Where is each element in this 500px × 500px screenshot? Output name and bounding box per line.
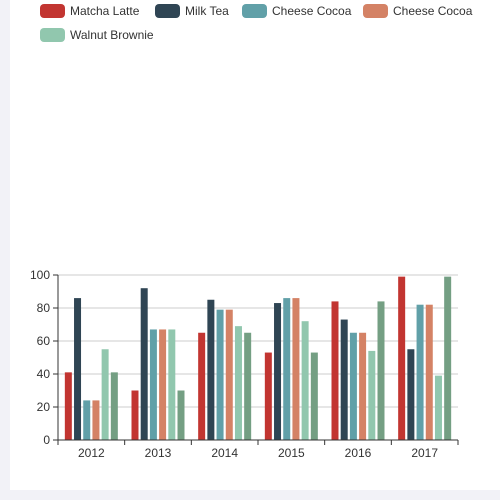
bar[interactable] xyxy=(101,349,109,440)
x-tick-label: 2015 xyxy=(278,446,305,460)
legend-item[interactable]: Cheese Cocoa xyxy=(242,4,352,18)
y-tick-label: 40 xyxy=(37,367,51,381)
legend-item[interactable]: Milk Tea xyxy=(155,4,229,18)
legend-item[interactable]: Matcha Latte xyxy=(40,4,140,18)
x-tick-label: 2016 xyxy=(345,446,372,460)
x-tick-label: 2012 xyxy=(78,446,105,460)
bar[interactable] xyxy=(234,326,242,440)
y-tick-label: 60 xyxy=(37,334,51,348)
bar[interactable] xyxy=(92,400,100,440)
bar[interactable] xyxy=(283,298,291,440)
bar[interactable] xyxy=(398,276,406,440)
bar[interactable] xyxy=(264,352,272,440)
x-tick-label: 2013 xyxy=(145,446,172,460)
bar[interactable] xyxy=(110,372,118,440)
legend-swatch xyxy=(40,28,65,42)
bar[interactable] xyxy=(83,400,91,440)
bar[interactable] xyxy=(444,276,452,440)
chart-bars xyxy=(64,276,452,441)
bar[interactable] xyxy=(310,352,318,440)
legend-label: Cheese Cocoa xyxy=(272,4,352,18)
bar[interactable] xyxy=(140,288,148,440)
bar[interactable] xyxy=(168,329,176,440)
bar[interactable] xyxy=(131,390,139,441)
bar[interactable] xyxy=(74,298,82,440)
legend-label: Cheese Cocoa xyxy=(393,4,473,18)
bar[interactable] xyxy=(368,350,376,440)
bar[interactable] xyxy=(159,329,167,440)
legend-label: Walnut Brownie xyxy=(70,28,154,42)
bar[interactable] xyxy=(64,372,72,440)
bar[interactable] xyxy=(149,329,157,440)
bar[interactable] xyxy=(301,321,309,440)
bar[interactable] xyxy=(244,332,252,440)
bar[interactable] xyxy=(207,299,215,440)
chart-legend: Matcha Latte Milk Tea Cheese Cocoa Cheese C… xyxy=(40,4,473,42)
bar[interactable] xyxy=(425,304,433,440)
y-tick-label: 100 xyxy=(30,268,50,282)
chart-gridlines xyxy=(58,274,458,408)
y-tick-label: 80 xyxy=(37,301,51,315)
bar[interactable] xyxy=(274,303,282,440)
bottom-panel-strip xyxy=(0,490,500,500)
bar[interactable] xyxy=(407,349,415,440)
bar[interactable] xyxy=(434,375,442,440)
legend-swatch xyxy=(363,4,388,18)
legend-swatch xyxy=(242,4,267,18)
bar[interactable] xyxy=(331,301,339,440)
chart-axes: 0 20 40 60 80 100 2012 2013 2014 2015 2016 2017 xyxy=(30,268,459,460)
legend-label: Milk Tea xyxy=(185,4,229,18)
bar[interactable] xyxy=(416,304,424,440)
bar[interactable] xyxy=(340,319,348,440)
y-tick-label: 20 xyxy=(37,400,51,414)
legend-swatch xyxy=(40,4,65,18)
bar[interactable] xyxy=(359,332,367,440)
bar[interactable] xyxy=(349,332,357,440)
x-tick-label: 2017 xyxy=(411,446,438,460)
bar[interactable] xyxy=(216,309,224,440)
bar[interactable] xyxy=(292,298,300,440)
legend-swatch xyxy=(155,4,180,18)
x-tick-label: 2014 xyxy=(211,446,238,460)
legend-label: Matcha Latte xyxy=(70,4,140,18)
left-panel-strip xyxy=(0,0,10,500)
bar[interactable] xyxy=(177,390,185,441)
bar[interactable] xyxy=(198,332,206,440)
legend-item[interactable]: Cheese Cocoa xyxy=(363,4,473,18)
legend-item[interactable]: Walnut Brownie xyxy=(40,28,154,42)
y-tick-label: 0 xyxy=(43,433,50,447)
bar[interactable] xyxy=(225,309,233,440)
bar[interactable] xyxy=(377,301,385,440)
